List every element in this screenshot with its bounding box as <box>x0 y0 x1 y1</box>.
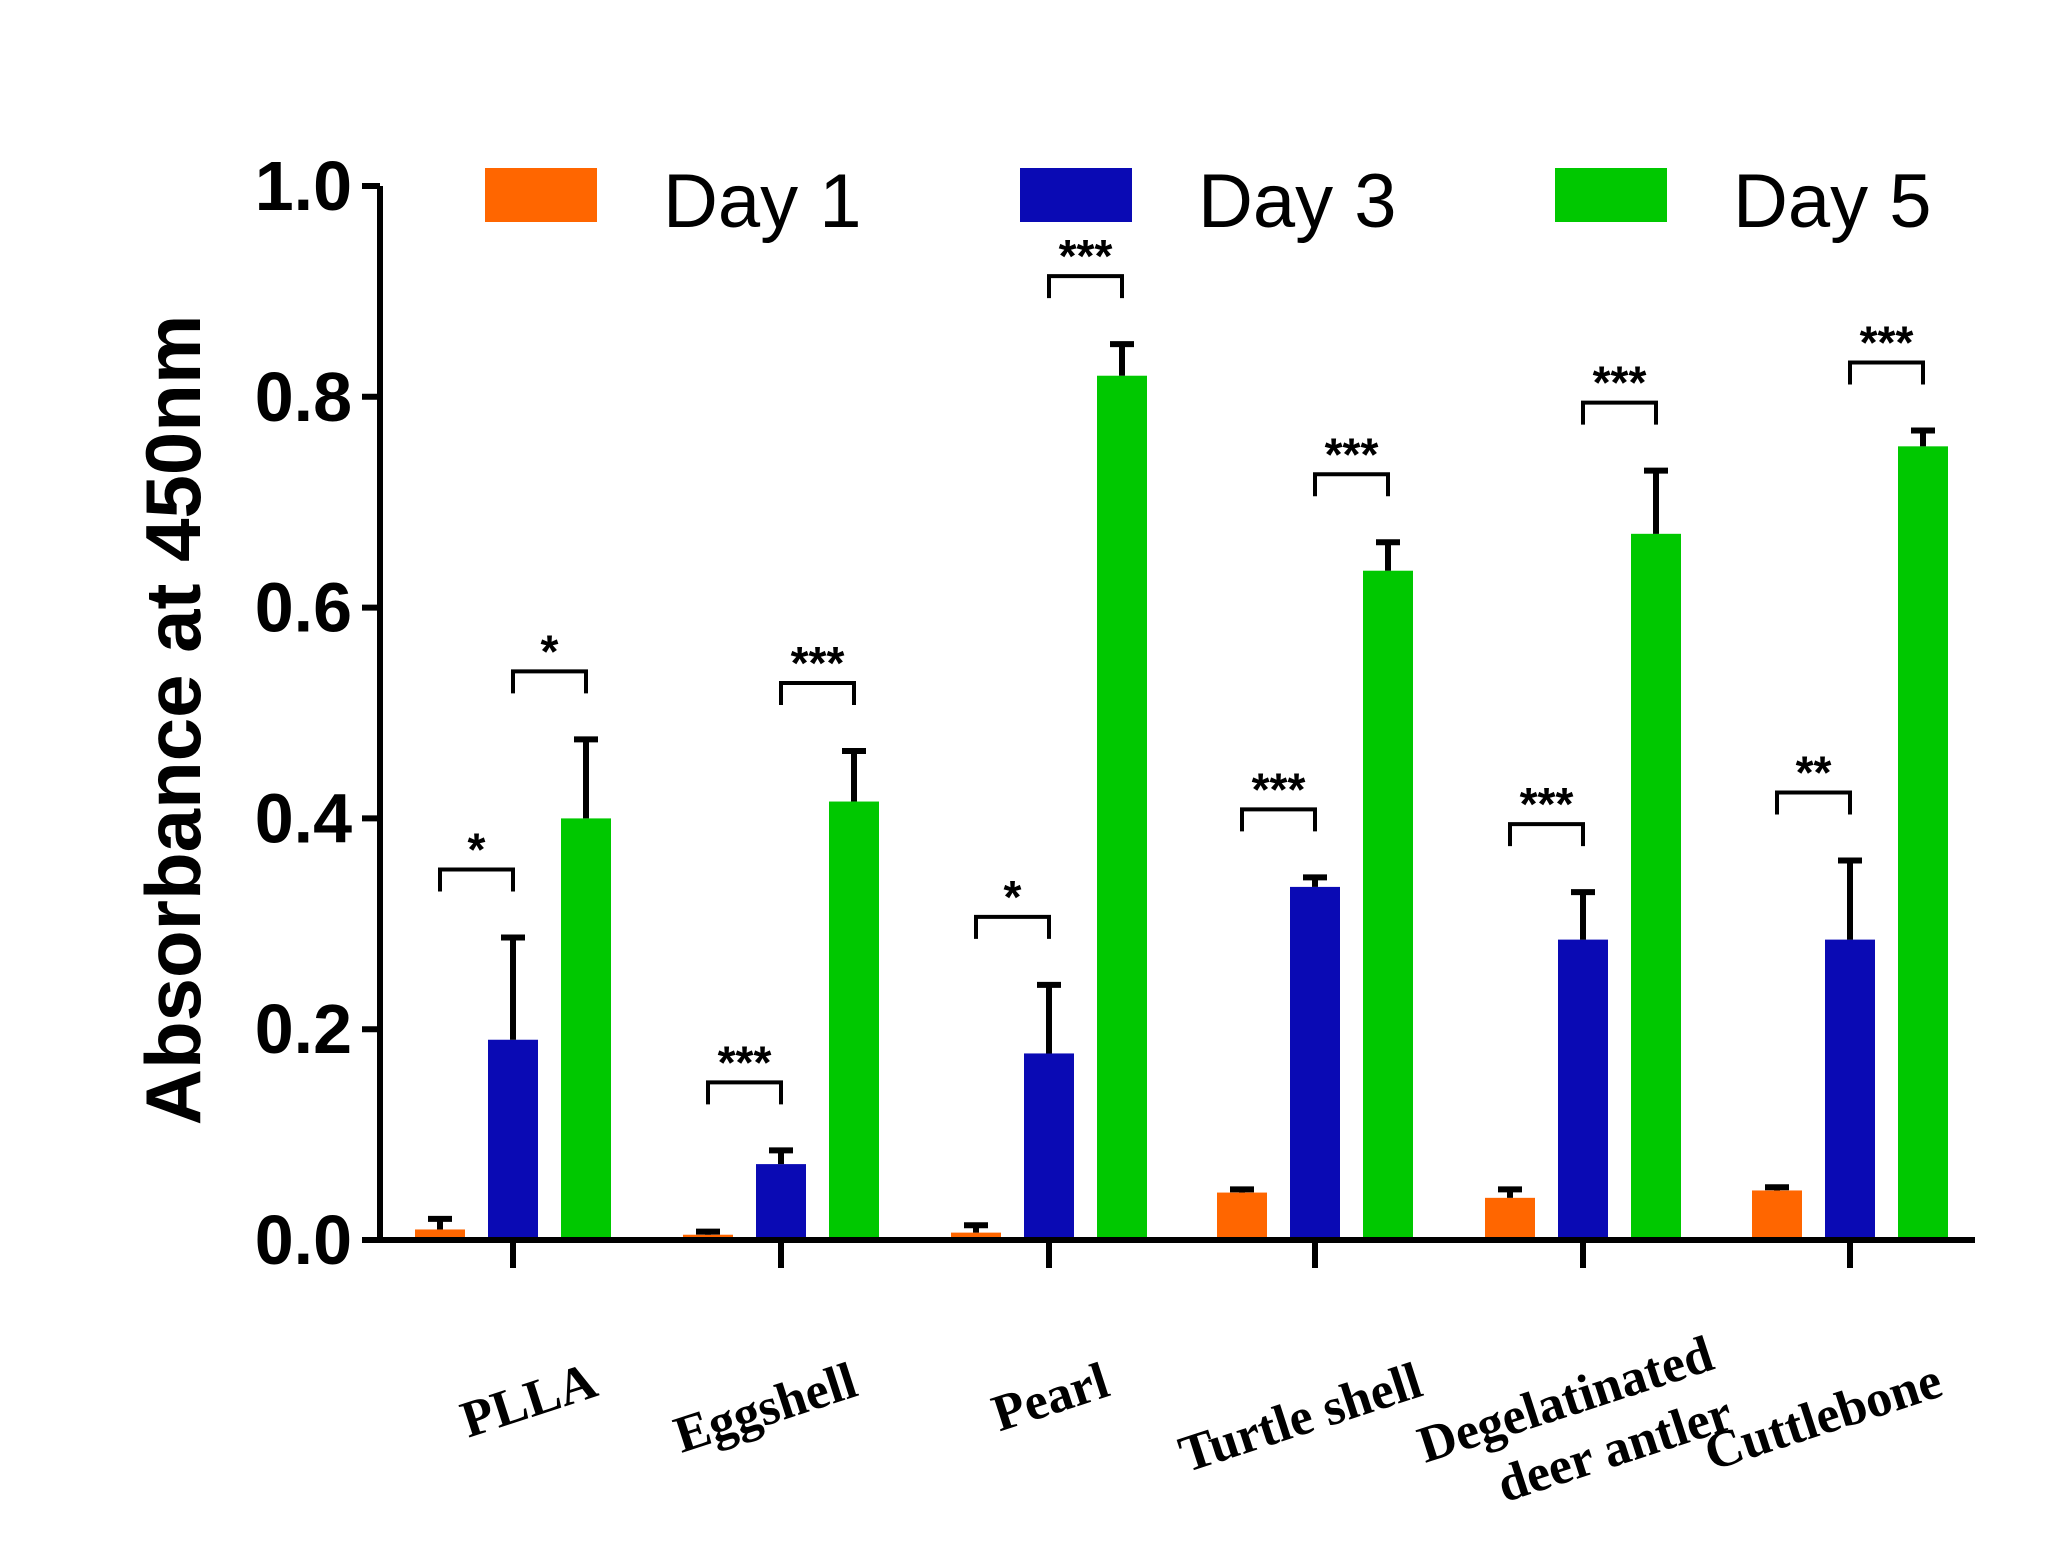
x-tick-label-line: PLLA <box>454 1352 604 1449</box>
y-axis-label-group: Absorbance at 450nm <box>129 315 217 1126</box>
x-tick-label: PLLA <box>454 1352 604 1449</box>
significance-bracket <box>511 669 588 694</box>
significance-bracket <box>706 1080 783 1105</box>
x-tick-label: Cuttlebone <box>1698 1352 1949 1482</box>
bar-day-5 <box>1363 570 1413 1240</box>
bar-day-3 <box>1825 939 1875 1240</box>
significance-label: * <box>541 625 559 677</box>
legend-swatch-day-1 <box>485 168 597 222</box>
x-tick-labels: PLLA Eggshell Pearl Turtle shellDegelatinat… <box>454 1326 1949 1534</box>
significance-label: *** <box>718 1036 772 1088</box>
significance-label: *** <box>1325 428 1379 480</box>
x-tick-label-line: Pearl <box>986 1352 1116 1443</box>
y-tick-label: 0.4 <box>255 779 352 857</box>
y-tick-label: 1.0 <box>255 147 352 225</box>
significance-bracket <box>438 867 515 892</box>
bar-day-1 <box>1485 1197 1535 1240</box>
significance-bracket <box>1508 822 1585 847</box>
bar-day-3 <box>1290 886 1340 1240</box>
significance-bracket <box>1240 807 1317 832</box>
significance-bracket <box>1581 400 1658 425</box>
bars <box>415 375 1948 1241</box>
bar-day-1 <box>1752 1190 1802 1240</box>
significance-label: *** <box>1252 763 1306 815</box>
significance-bracket <box>779 680 856 705</box>
significance-label: *** <box>1593 357 1647 409</box>
legend-label-day-1: Day 1 <box>663 159 862 244</box>
significance-bracket <box>1047 274 1124 299</box>
significance-label: * <box>468 824 486 876</box>
legend-swatch-day-3 <box>1020 168 1132 222</box>
bar-day-5 <box>829 801 879 1240</box>
significance-label: *** <box>1059 230 1113 282</box>
significance-label: *** <box>1860 317 1914 369</box>
x-tick-label: Degelatinateddeer antler <box>1411 1326 1739 1534</box>
bar-day-3 <box>1024 1053 1074 1240</box>
bar-day-1 <box>951 1232 1001 1240</box>
significance-label: * <box>1004 871 1022 923</box>
bar-day-5 <box>1898 446 1948 1240</box>
error-bars <box>428 341 1935 1235</box>
bar-day-5 <box>561 818 611 1240</box>
significance-label: *** <box>1520 778 1574 830</box>
x-tick-label: Turtle shell <box>1172 1352 1428 1484</box>
y-tick-label: 0.0 <box>255 1201 352 1279</box>
y-axis: 0.0 0.2 0.4 0.6 0.8 1.0 <box>255 147 383 1279</box>
legend-label-day-3: Day 3 <box>1198 159 1397 244</box>
significance-label: *** <box>791 637 845 689</box>
significance-bracket <box>1775 790 1852 815</box>
bar-day-1 <box>415 1229 465 1240</box>
y-tick-label: 0.2 <box>255 990 352 1068</box>
bar-day-1 <box>1217 1192 1267 1240</box>
bar-day-3 <box>756 1164 806 1240</box>
significance-label: ** <box>1796 747 1832 799</box>
bar-day-5 <box>1631 533 1681 1240</box>
legend-swatch-day-5 <box>1555 168 1667 222</box>
bar-day-3 <box>1558 939 1608 1240</box>
significance-bracket <box>1313 472 1390 497</box>
x-tick-label: Eggshell <box>667 1352 863 1464</box>
y-axis-title: Absorbance at 450nm <box>129 315 217 1126</box>
x-tick-label-line: Cuttlebone <box>1698 1352 1949 1482</box>
significance-bracket <box>1848 360 1925 385</box>
significance-bracket <box>974 914 1051 939</box>
x-axis <box>377 1237 1975 1268</box>
bar-day-3 <box>488 1039 538 1240</box>
x-tick-label: Pearl <box>986 1352 1116 1443</box>
legend-label-day-5: Day 5 <box>1733 159 1932 244</box>
legend: Day 1 Day 3 Day 5 <box>485 159 1932 244</box>
bar-day-5 <box>1097 375 1147 1241</box>
y-tick-label: 0.6 <box>255 569 352 647</box>
y-tick-label: 0.8 <box>255 358 352 436</box>
x-tick-label-line: Turtle shell <box>1172 1352 1428 1484</box>
significance-brackets: ***************************** <box>438 230 1925 1105</box>
x-tick-label-line: Eggshell <box>667 1352 863 1464</box>
